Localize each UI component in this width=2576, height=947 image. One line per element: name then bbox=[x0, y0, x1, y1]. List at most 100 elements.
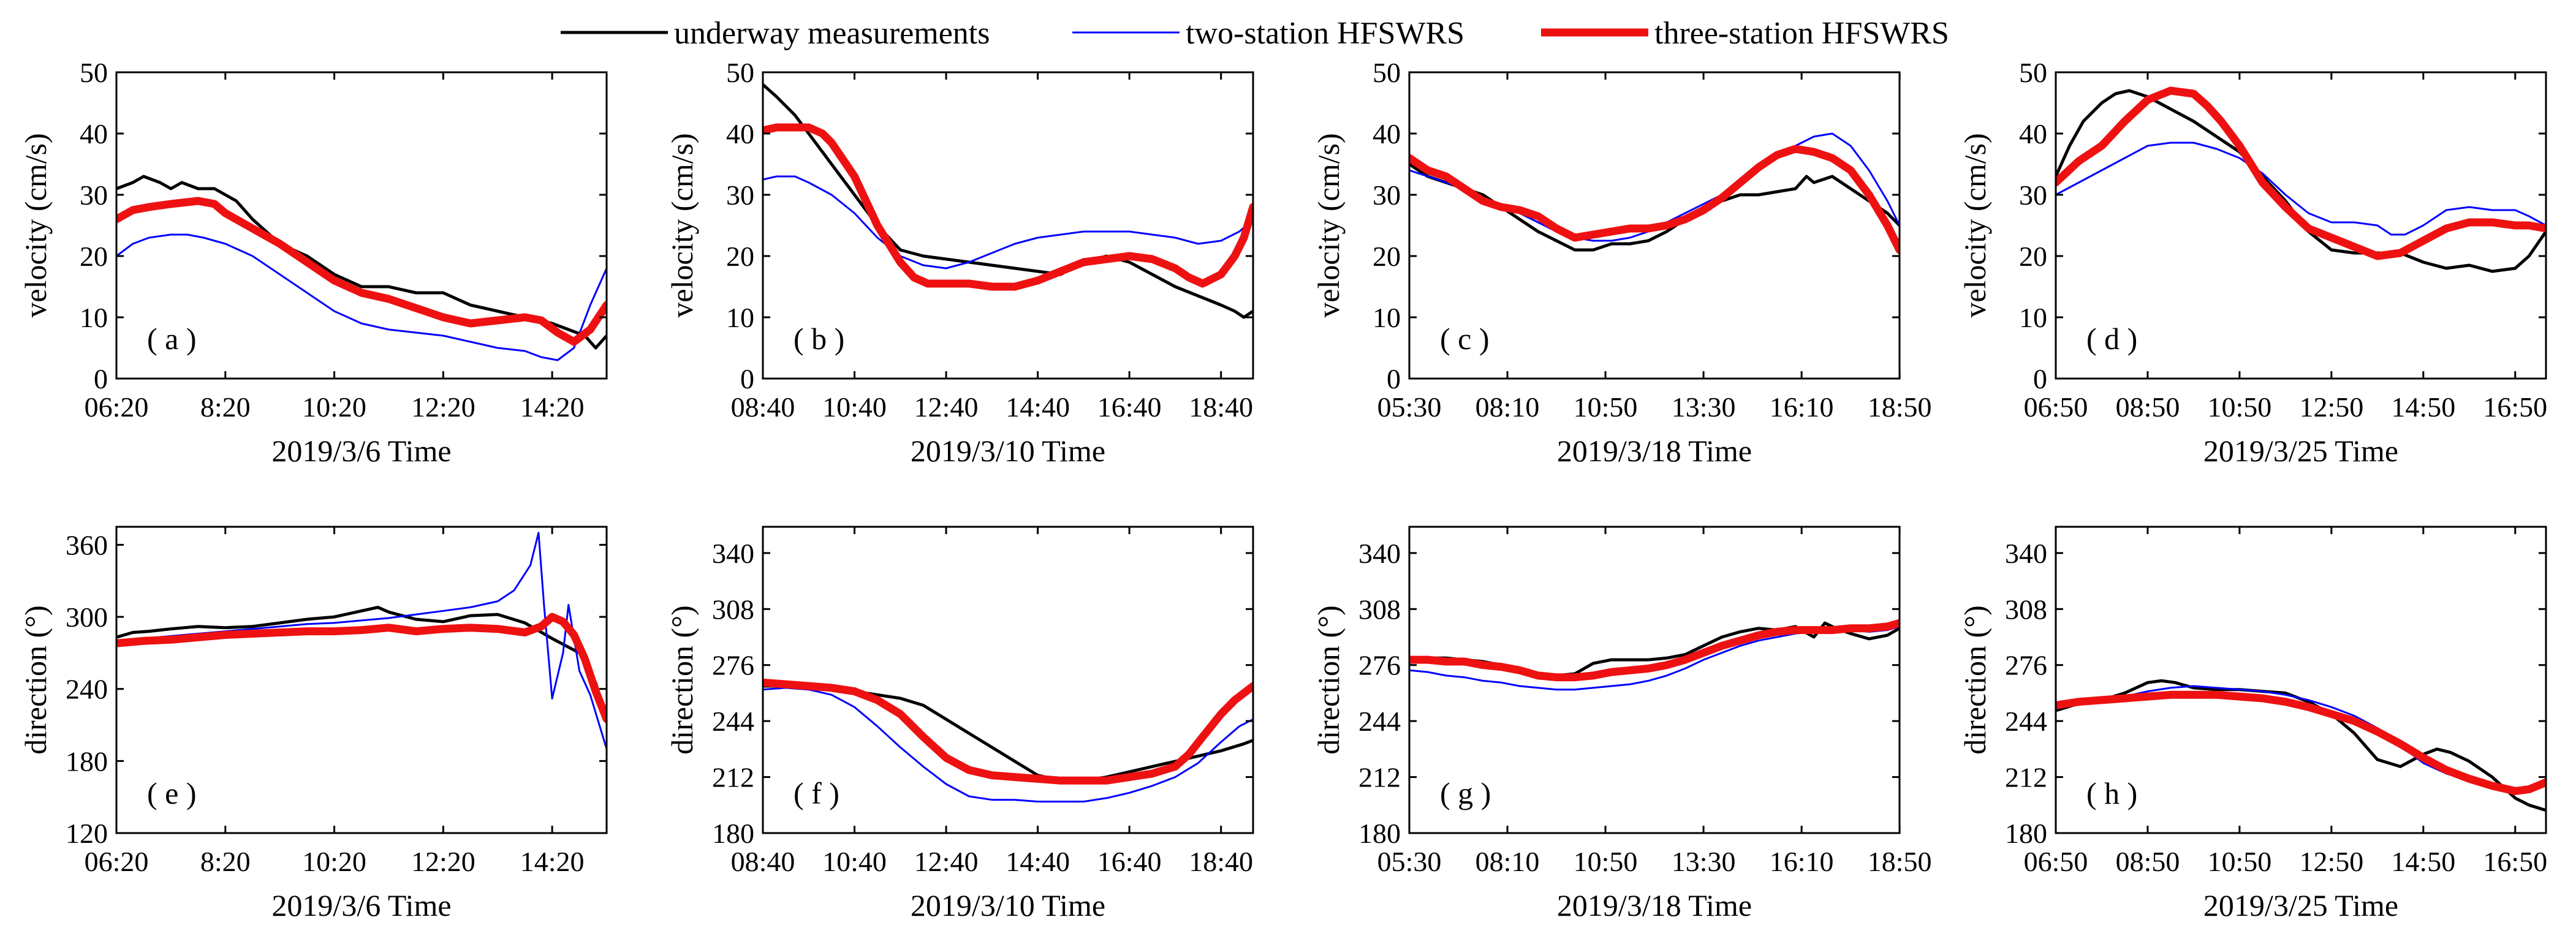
panel-g-xtick-label: 13:30 bbox=[1672, 846, 1736, 877]
panel-c-ytick-label: 10 bbox=[1373, 302, 1401, 333]
panel-b-xtick-label: 08:40 bbox=[731, 391, 795, 423]
panel-g-ytick-label: 244 bbox=[1358, 706, 1401, 737]
panel-a-series-three-station-hfswrs bbox=[116, 197, 607, 346]
panel-f-xtick-label: 10:40 bbox=[822, 846, 887, 877]
panel-b-series-two-station-hfswrs bbox=[763, 175, 1253, 270]
panels: 06:20 8:20 10:20 12:20 14:20 0 10 20 30 40 50 2019/… bbox=[18, 57, 2547, 922]
panel-f-ytick-label: 244 bbox=[712, 706, 754, 737]
panel-h-ylabel: direction (°) bbox=[1958, 605, 1992, 755]
panel-h-xtick-label: 10:50 bbox=[2208, 846, 2272, 877]
panel-f-xtick-label: 08:40 bbox=[731, 846, 795, 877]
legend-label-two-station: two-station HFSWRS bbox=[1186, 16, 1464, 51]
panel-d-ytick-label: 40 bbox=[2019, 118, 2047, 149]
panel-e-xtick-label: 14:20 bbox=[520, 846, 585, 877]
panel-a-ytick-label: 20 bbox=[80, 241, 108, 272]
panel-a-xtick-label: 14:20 bbox=[520, 391, 585, 423]
panel-b-xtick-label: 18:40 bbox=[1189, 391, 1253, 423]
panel-h-xtick-label: 14:50 bbox=[2391, 846, 2455, 877]
panel-g-ytick-label: 308 bbox=[1358, 594, 1401, 625]
panel-h-ytick-label: 276 bbox=[2005, 650, 2047, 681]
panel-a-ylabel: velocity (cm/s) bbox=[18, 133, 53, 317]
panel-a-xlabel: 2019/3/6 Time bbox=[271, 434, 451, 468]
panel-e-label: ( e ) bbox=[147, 776, 197, 810]
panel-h-xtick-label: 16:50 bbox=[2483, 846, 2547, 877]
panel-f: 08:40 10:40 12:40 14:40 16:40 18:40 180 212 244 2… bbox=[665, 526, 1254, 922]
panel-b-xtick-label: 10:40 bbox=[822, 391, 887, 423]
panel-d-xtick-label: 08:50 bbox=[2116, 391, 2180, 423]
panel-h-ytick-label: 180 bbox=[2005, 818, 2047, 849]
panel-c-ylabel: velocity (cm/s) bbox=[1311, 133, 1346, 317]
panel-a-ytick-label: 50 bbox=[80, 57, 108, 88]
panel-d-series-two-station-hfswrs bbox=[2056, 141, 2546, 236]
panel-b-xtick-label: 12:40 bbox=[914, 391, 979, 423]
panel-a-axes-box bbox=[115, 71, 608, 380]
panel-f-ytick-label: 340 bbox=[712, 538, 754, 569]
panel-g-label: ( g ) bbox=[1440, 776, 1491, 810]
panel-h-ytick-label: 244 bbox=[2005, 706, 2047, 737]
panel-d-ytick-label: 30 bbox=[2019, 179, 2047, 211]
panel-f-label: ( f ) bbox=[794, 776, 839, 810]
panel-e: 06:20 8:20 10:20 12:20 14:20 120 180 240 300 360 2… bbox=[18, 526, 608, 922]
panel-e-xtick-label: 8:20 bbox=[200, 846, 251, 877]
panel-g: 05:30 08:10 10:50 13:30 16:10 18:50 180 212 244 2… bbox=[1311, 526, 1932, 922]
panel-b-label: ( b ) bbox=[794, 322, 844, 356]
panel-h-ytick-label: 212 bbox=[2005, 762, 2047, 793]
panel-c: 05:30 08:10 10:50 13:30 16:10 18:50 0 10 20 30 40 5… bbox=[1311, 57, 1932, 468]
panel-f-xlabel: 2019/3/10 Time bbox=[911, 888, 1105, 922]
panel-b-ytick-label: 40 bbox=[726, 118, 754, 149]
panel-d-ytick-label: 50 bbox=[2019, 57, 2047, 88]
panel-b-ytick-label: 0 bbox=[740, 363, 754, 394]
panel-e-ytick-label: 360 bbox=[66, 529, 108, 560]
panel-c-ytick-label: 0 bbox=[1387, 363, 1401, 394]
panel-g-axes-box bbox=[1408, 526, 1901, 834]
panel-c-series-three-station-hfswrs bbox=[1409, 145, 1900, 254]
panel-h-xtick-label: 08:50 bbox=[2116, 846, 2180, 877]
panel-c-xtick-label: 10:50 bbox=[1574, 391, 1638, 423]
panel-c-axes-box bbox=[1408, 71, 1901, 380]
panel-b-ytick-label: 10 bbox=[726, 302, 754, 333]
panel-h-series-underway-measurements bbox=[2056, 679, 2546, 812]
panel-d-ytick-label: 20 bbox=[2019, 241, 2047, 272]
panel-f-axes-box bbox=[762, 526, 1254, 834]
panel-a-ytick-label: 40 bbox=[80, 118, 108, 149]
panel-d-xtick-label: 06:50 bbox=[2024, 391, 2088, 423]
panel-g-series-three-station-hfswrs bbox=[1409, 619, 1900, 682]
panel-h-xtick-label: 12:50 bbox=[2299, 846, 2363, 877]
panel-a-label: ( a ) bbox=[147, 322, 197, 356]
panel-a: 06:20 8:20 10:20 12:20 14:20 0 10 20 30 40 50 2019/… bbox=[18, 57, 608, 468]
panel-e-series-three-station-hfswrs bbox=[116, 613, 607, 723]
panel-g-ytick-label: 340 bbox=[1358, 538, 1401, 569]
panel-a-xtick-label: 8:20 bbox=[200, 391, 251, 423]
panel-b-xtick-label: 16:40 bbox=[1097, 391, 1162, 423]
panel-d-series-underway-measurements bbox=[2056, 89, 2546, 273]
panel-e-xtick-label: 06:20 bbox=[85, 846, 149, 877]
panel-b-series-three-station-hfswrs bbox=[763, 123, 1253, 291]
panel-f-series-three-station-hfswrs bbox=[763, 678, 1253, 785]
panel-d-ytick-label: 0 bbox=[2033, 363, 2047, 394]
panel-c-xtick-label: 18:50 bbox=[1868, 391, 1932, 423]
panel-h-ytick-label: 340 bbox=[2005, 538, 2047, 569]
panel-g-ytick-label: 212 bbox=[1358, 762, 1401, 793]
panel-g-xtick-label: 10:50 bbox=[1574, 846, 1638, 877]
panel-c-xlabel: 2019/3/18 Time bbox=[1557, 434, 1752, 468]
panel-e-ytick-label: 120 bbox=[66, 818, 108, 849]
panel-b-axes-box bbox=[762, 71, 1254, 380]
panel-g-xlabel: 2019/3/18 Time bbox=[1557, 888, 1752, 922]
panel-e-ytick-label: 240 bbox=[66, 674, 108, 705]
panel-f-xtick-label: 18:40 bbox=[1189, 846, 1253, 877]
panel-d-xtick-label: 14:50 bbox=[2391, 391, 2455, 423]
panel-d-series-three-station-hfswrs bbox=[2056, 86, 2546, 260]
legend-label-three-station: three-station HFSWRS bbox=[1654, 16, 1949, 51]
panel-e-ytick-label: 300 bbox=[66, 602, 108, 633]
panel-b: 08:40 10:40 12:40 14:40 16:40 18:40 0 10 20 30 40 5… bbox=[665, 57, 1254, 468]
panel-e-xtick-label: 10:20 bbox=[302, 846, 366, 877]
panel-b-ytick-label: 20 bbox=[726, 241, 754, 272]
panel-e-axes-box bbox=[115, 526, 608, 834]
panel-d: 06:50 08:50 10:50 12:50 14:50 16:50 0 10 20 30 40 5… bbox=[1958, 57, 2547, 468]
panel-e-ylabel: direction (°) bbox=[18, 605, 53, 755]
panel-d-xtick-label: 16:50 bbox=[2483, 391, 2547, 423]
panel-b-ylabel: velocity (cm/s) bbox=[665, 133, 699, 317]
panel-b-series-underway-measurements bbox=[763, 83, 1253, 319]
panel-g-xtick-label: 16:10 bbox=[1770, 846, 1834, 877]
panel-h-label: ( h ) bbox=[2086, 776, 2137, 810]
